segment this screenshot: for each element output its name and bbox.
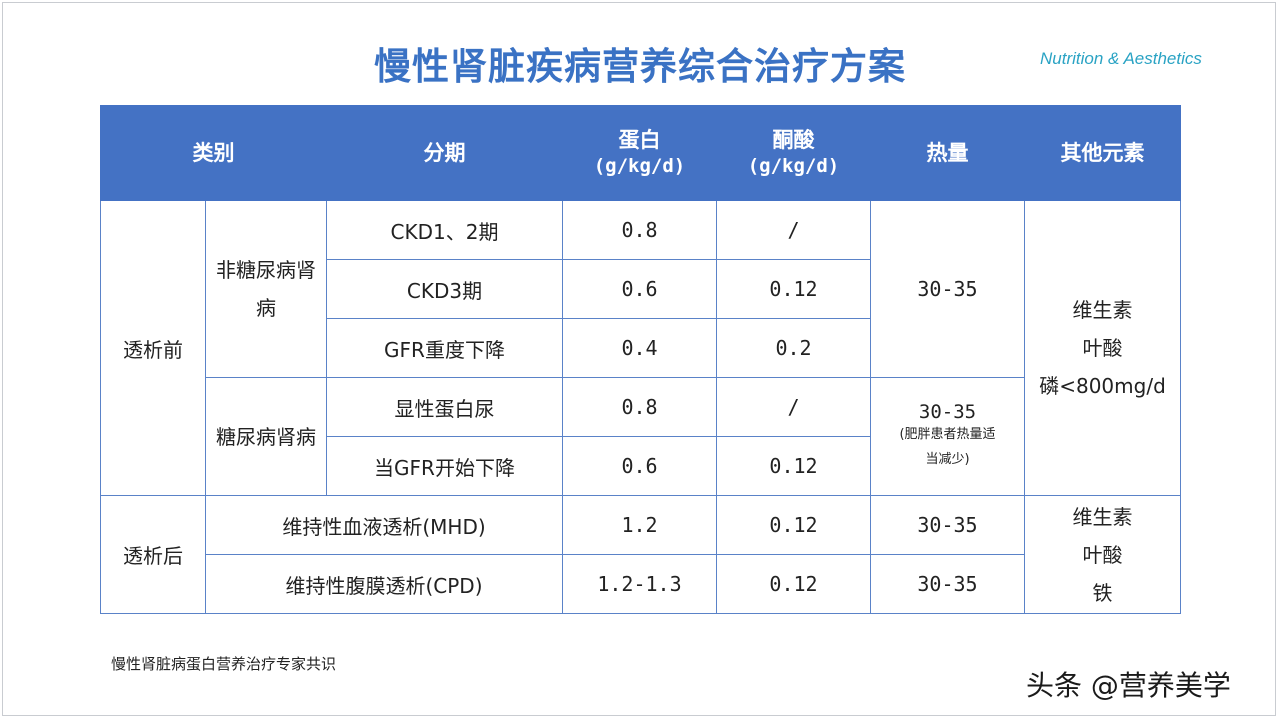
- watermark: 头条 @营养美学: [1026, 669, 1231, 702]
- header-energy: 热量: [870, 105, 1025, 201]
- header-category: 类别: [100, 105, 327, 201]
- energy-diabetic-value: 30-35: [918, 400, 977, 423]
- header-ketoacid-unit: (g/kg/d): [747, 155, 840, 178]
- other-post-dialysis: 维生素 叶酸 铁: [1024, 495, 1181, 614]
- group-pre-dialysis: 透析前: [100, 200, 206, 496]
- header-protein-unit: (g/kg/d): [593, 155, 686, 178]
- other-post-1: 维生素: [1072, 504, 1133, 529]
- ketoacid-cell: 0.2: [716, 318, 871, 378]
- stage-cell: 维持性血液透析(MHD): [205, 495, 563, 555]
- group-diabetic-label: 糖尿病肾病: [216, 424, 316, 449]
- header-stage: 分期: [326, 105, 563, 201]
- table-row: 维持性腹膜透析(CPD) 1.2-1.3 0.12 30-35: [101, 554, 1181, 614]
- header-protein: 蛋白 (g/kg/d): [562, 105, 717, 201]
- stage-cell: CKD3期: [326, 259, 563, 319]
- protein-cell: 0.8: [562, 200, 717, 260]
- table-header-row: 类别 分期 蛋白 (g/kg/d) 酮酸 (g/kg/d) 热量 其他元素: [100, 105, 1181, 201]
- table-row: 透析前 非糖尿病肾病 CKD1、2期 0.8 / 30-35 维生素 叶酸 磷<…: [100, 200, 1181, 496]
- group-non-diabetic: 非糖尿病肾病: [205, 200, 327, 378]
- group-non-diabetic-label: 非糖尿病肾病: [216, 258, 316, 320]
- ketoacid-cell: 0.12: [716, 554, 871, 614]
- protein-cell: 0.6: [562, 436, 717, 496]
- header-protein-label: 蛋白: [618, 128, 661, 152]
- ketoacid-cell: 0.12: [716, 436, 871, 496]
- energy-cell: 30-35: [870, 554, 1025, 614]
- energy-diabetic-note-2: 当减少): [925, 451, 970, 467]
- nutrition-table: 类别 分期 蛋白 (g/kg/d) 酮酸 (g/kg/d) 热量 其他元素 透析…: [100, 105, 1181, 614]
- brand-text: Nutrition & Aesthetics: [1040, 49, 1202, 68]
- energy-diabetic: 30-35 (肥胖患者热量适 当减少): [870, 377, 1025, 496]
- other-pre-2: 叶酸: [1082, 336, 1123, 360]
- group-post-dialysis: 透析后: [100, 495, 206, 614]
- ketoacid-cell: /: [716, 200, 871, 260]
- other-post-2: 叶酸: [1082, 542, 1123, 567]
- protein-cell: 0.4: [562, 318, 717, 378]
- stage-cell: GFR重度下降: [326, 318, 563, 378]
- header-other: 其他元素: [1024, 105, 1181, 201]
- protein-cell: 1.2: [562, 495, 717, 555]
- header-ketoacid-label: 酮酸: [772, 128, 815, 152]
- group-diabetic: 糖尿病肾病: [205, 377, 327, 496]
- other-pre-3: 磷<800mg/d: [1039, 374, 1166, 398]
- source-footnote: 慢性肾脏病蛋白营养治疗专家共识: [111, 655, 337, 673]
- energy-non-diabetic: 30-35: [870, 200, 1025, 378]
- table-row: 糖尿病肾病 显性蛋白尿 0.8 / 30-35 (肥胖患者热量适 当减少): [101, 377, 1181, 496]
- other-pre-1: 维生素: [1072, 298, 1133, 322]
- other-post-3: 铁: [1092, 580, 1113, 605]
- ketoacid-cell: 0.12: [716, 259, 871, 319]
- protein-cell: 1.2-1.3: [562, 554, 717, 614]
- header-ketoacid: 酮酸 (g/kg/d): [716, 105, 871, 201]
- stage-cell: 显性蛋白尿: [326, 377, 563, 437]
- protein-cell: 0.6: [562, 259, 717, 319]
- ketoacid-cell: 0.12: [716, 495, 871, 555]
- stage-cell: CKD1、2期: [326, 200, 563, 260]
- energy-diabetic-note-1: (肥胖患者热量适: [899, 426, 996, 442]
- table-row: 当GFR开始下降 0.6 0.12: [101, 436, 1181, 496]
- protein-cell: 0.8: [562, 377, 717, 437]
- stage-cell: 当GFR开始下降: [326, 436, 563, 496]
- table-row: 透析后 维持性血液透析(MHD) 1.2 0.12 30-35 维生素 叶酸 铁: [100, 495, 1181, 614]
- table-row: GFR重度下降 0.4 0.2: [101, 318, 1181, 378]
- page-title: 慢性肾脏疾病营养综合治疗方案: [374, 45, 906, 88]
- other-pre-dialysis: 维生素 叶酸 磷<800mg/d: [1024, 200, 1181, 496]
- energy-cell: 30-35: [870, 495, 1025, 555]
- stage-cell: 维持性腹膜透析(CPD): [205, 554, 563, 614]
- ketoacid-cell: /: [716, 377, 871, 437]
